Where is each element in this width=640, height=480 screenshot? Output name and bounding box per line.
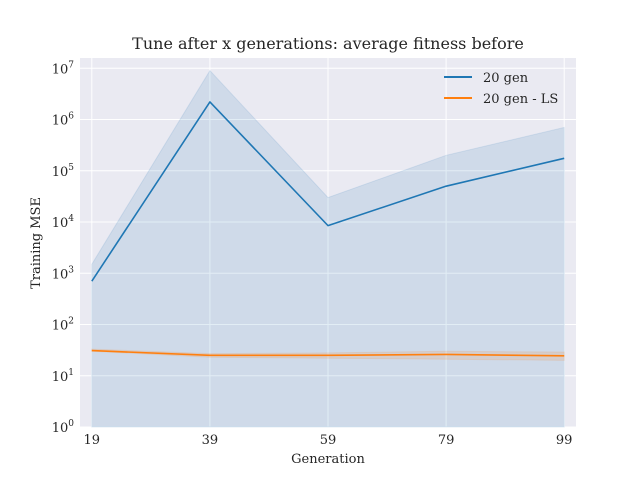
x-tick-label: 39 [202, 433, 219, 448]
chart-title: Tune after x generations: average fitnes… [132, 34, 524, 53]
y-tick-label: 102 [52, 317, 74, 334]
y-tick-labels: 100 101 102 103 104 105 106 107 [52, 60, 75, 436]
confidence-band-1 [91, 69, 565, 428]
series-line-1 [91, 101, 565, 282]
grid [80, 58, 576, 428]
x-axis-label: Generation [291, 452, 365, 467]
y-tick-label: 101 [52, 368, 74, 385]
x-tick-labels: 19 39 59 79 99 [84, 433, 573, 448]
y-tick-label: 105 [52, 163, 75, 180]
series-lines [91, 101, 565, 357]
x-tick-label: 59 [320, 433, 337, 448]
legend-label-2: 20 gen - LS [483, 92, 558, 107]
y-tick-label: 100 [52, 419, 75, 436]
y-tick-label: 107 [52, 60, 75, 77]
y-tick-label: 104 [52, 214, 75, 231]
x-tick-label: 99 [556, 433, 573, 448]
x-tick-label: 19 [84, 433, 101, 448]
y-tick-label: 106 [52, 112, 75, 129]
legend-label-1: 20 gen [483, 71, 529, 86]
series-line-2 [91, 349, 565, 357]
y-axis-label: Training MSE [29, 197, 44, 289]
legend: 20 gen 20 gen - LS [444, 71, 558, 107]
x-tick-label: 79 [438, 433, 455, 448]
y-tick-label: 103 [52, 265, 75, 282]
